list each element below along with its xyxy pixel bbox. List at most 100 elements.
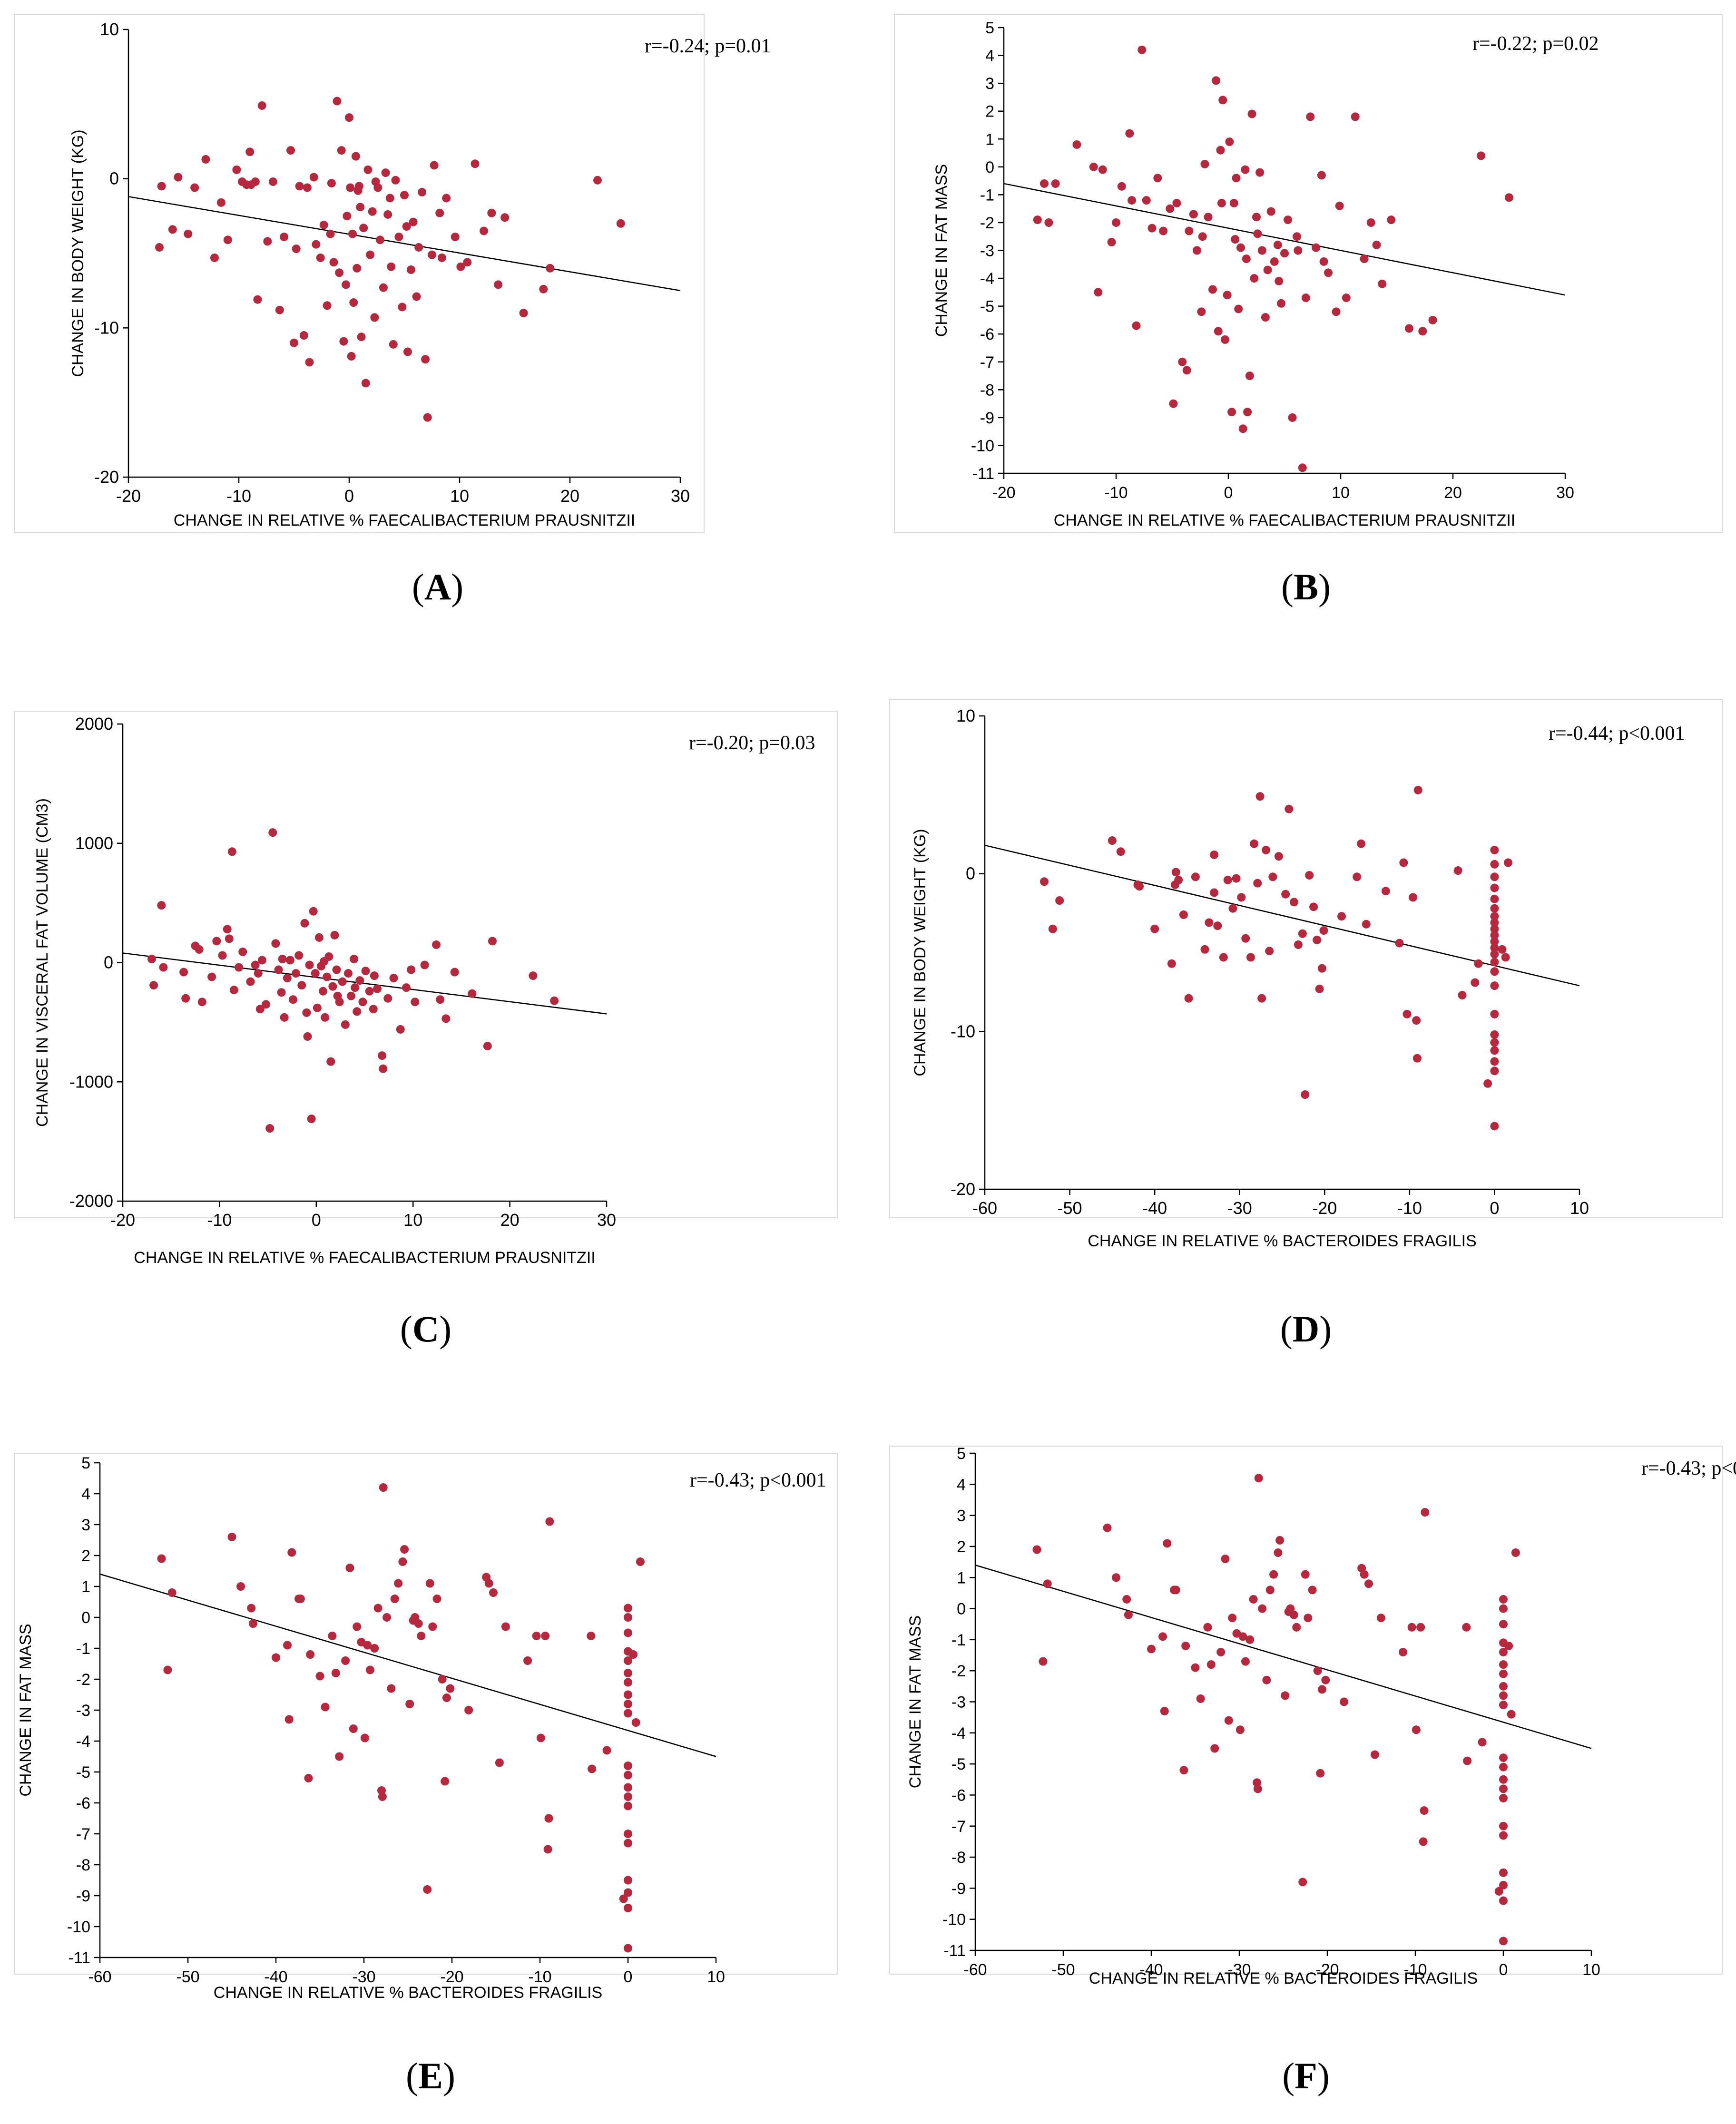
data-point — [1387, 215, 1396, 225]
y-tick-label: 4 — [985, 47, 994, 65]
data-point — [430, 161, 439, 170]
data-point — [257, 101, 266, 110]
y-tick-label: 2 — [957, 1538, 966, 1556]
data-point — [1292, 1623, 1301, 1632]
y-tick-label: -7 — [980, 353, 994, 372]
data-point — [174, 173, 183, 182]
data-point — [1265, 947, 1274, 956]
data-point — [329, 258, 338, 267]
data-point — [1499, 1880, 1508, 1889]
data-point — [1225, 137, 1234, 147]
data-point — [333, 97, 342, 106]
data-point — [339, 337, 348, 346]
data-point — [1231, 235, 1240, 244]
y-tick-label: -11 — [68, 1949, 90, 1967]
x-axis-label: CHANGE IN RELATIVE % FAECALIBACTERIUM PR… — [174, 511, 635, 529]
data-point — [1072, 140, 1081, 149]
data-point — [624, 1792, 632, 1801]
data-point — [1298, 929, 1307, 938]
data-point — [464, 1706, 473, 1714]
data-point — [300, 919, 309, 928]
data-point — [1191, 1663, 1200, 1672]
data-point — [1255, 168, 1265, 177]
data-point — [368, 207, 377, 216]
data-point — [1490, 967, 1499, 976]
data-point — [437, 253, 446, 262]
data-point — [624, 1656, 632, 1665]
data-point — [379, 1483, 388, 1492]
data-point — [529, 971, 538, 980]
y-tick-label: -10 — [67, 1918, 90, 1936]
data-point — [624, 1669, 632, 1677]
data-point — [1214, 327, 1223, 336]
data-point — [480, 226, 489, 235]
data-point — [184, 229, 193, 238]
chart-panel-f: -60 -50 -40 -30 -20 -10 0 10-11-10-9-8-7-6-5-4-… — [889, 1445, 1736, 2096]
y-tick-label: 3 — [957, 1507, 966, 1525]
data-point — [1108, 836, 1117, 845]
data-point — [1212, 76, 1221, 85]
data-point — [373, 984, 382, 993]
data-point — [541, 1632, 550, 1640]
data-point — [309, 907, 318, 916]
data-point — [1490, 1067, 1499, 1076]
x-axis-label: CHANGE IN RELATIVE % FAECALIBACTERIUM PR… — [1054, 511, 1515, 529]
panel-frame — [894, 14, 1723, 533]
data-point — [361, 379, 370, 388]
data-point — [1171, 1586, 1180, 1595]
data-point — [1313, 1666, 1322, 1675]
y-tick-label: -8 — [76, 1856, 90, 1874]
data-point — [1499, 1762, 1508, 1772]
data-point — [1499, 1896, 1508, 1905]
data-point — [1228, 1614, 1237, 1623]
y-tick-label: 1 — [957, 1569, 966, 1587]
data-point — [1089, 162, 1098, 171]
data-point — [1185, 226, 1194, 235]
data-point — [1462, 1623, 1471, 1632]
data-point — [1228, 904, 1237, 913]
x-tick-label: -10 — [1104, 484, 1128, 502]
data-point — [337, 146, 346, 155]
data-point — [1138, 45, 1147, 54]
data-point — [262, 1000, 271, 1009]
data-point — [1236, 243, 1245, 252]
data-point — [446, 1684, 455, 1693]
data-point — [1490, 1030, 1499, 1039]
data-point — [1399, 858, 1408, 867]
data-point — [1250, 839, 1259, 848]
data-point — [1200, 159, 1209, 168]
data-point — [294, 951, 304, 960]
data-point — [1153, 174, 1162, 183]
chart-panel-e: -60 -50 -40 -30 -20 -10 0 10-11-10-9-8-7-6-5-4-… — [14, 1453, 838, 2096]
data-point — [355, 976, 364, 985]
data-point — [543, 1845, 552, 1854]
x-tick-label: 10 — [707, 1968, 725, 1986]
data-point — [389, 340, 398, 349]
x-tick-label: -10 — [226, 486, 251, 506]
data-point — [331, 1669, 340, 1677]
data-point — [319, 987, 328, 996]
data-point — [1362, 920, 1371, 929]
data-point — [1182, 366, 1191, 375]
data-point — [353, 1622, 362, 1631]
chart-panel-a: -20 -10 0 10 20 30 -20 -10 0 10 CHANGE IN RELATIVE… — [14, 14, 771, 607]
data-point — [1308, 1586, 1317, 1595]
data-point — [451, 232, 460, 241]
data-point — [1340, 1697, 1349, 1706]
data-point — [1107, 237, 1116, 246]
data-point — [1216, 1648, 1226, 1656]
data-point — [1274, 1548, 1283, 1557]
data-point — [1166, 204, 1175, 213]
data-point — [254, 969, 263, 978]
data-point — [394, 1579, 403, 1588]
chart-panel-d: -60 -50 -40 -30 -20 -10 0 10 -20 -10 0 10 CHANGE IN … — [889, 699, 1723, 1350]
data-point — [366, 250, 375, 259]
data-point — [1499, 1831, 1508, 1840]
data-point — [236, 1582, 245, 1591]
data-point — [624, 1904, 632, 1912]
data-point — [1478, 1738, 1487, 1747]
data-point — [1206, 1660, 1216, 1669]
data-point — [1273, 240, 1282, 249]
data-point — [1246, 1635, 1255, 1644]
